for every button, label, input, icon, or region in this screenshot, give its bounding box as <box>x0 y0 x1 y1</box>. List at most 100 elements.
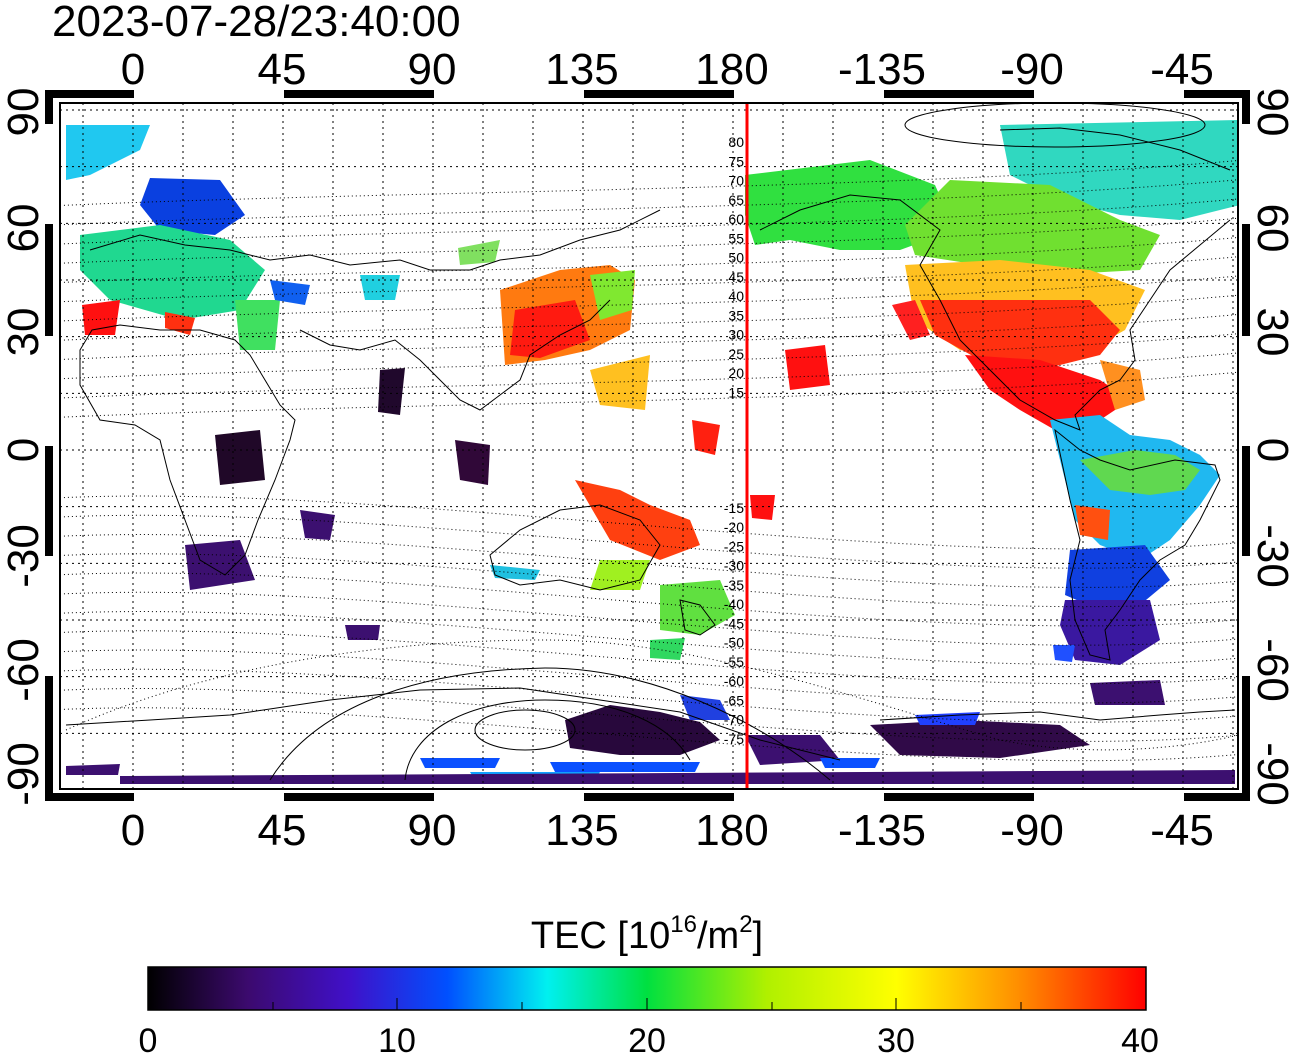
tec-patch <box>360 275 400 300</box>
top-x-tick: 90 <box>408 45 457 94</box>
tec-patch <box>235 300 280 350</box>
tec-patch <box>1060 600 1160 665</box>
tec-patch <box>1100 360 1145 410</box>
mlat-label: 65 <box>728 192 744 208</box>
mlat-label: 70 <box>728 173 744 189</box>
tec-patch <box>510 300 590 358</box>
bottom-x-axis: 0 45 90 135 180 -135 -90 -45 <box>121 806 1214 855</box>
mlat-label: 45 <box>728 269 744 285</box>
mlat-contour-line <box>60 275 1238 322</box>
left-y-tick: 60 <box>0 204 48 253</box>
tec-patch <box>140 178 245 235</box>
mlat-label: 40 <box>728 288 744 304</box>
mlat-contour-line <box>60 572 1238 627</box>
tec-patch <box>66 764 120 775</box>
tec-patch <box>920 300 1120 370</box>
tec-patch <box>565 705 720 755</box>
mlat-label: 80 <box>728 134 744 150</box>
colorbar-tick: 20 <box>628 1022 666 1057</box>
top-x-tick: 135 <box>545 45 618 94</box>
mlat-label: 50 <box>728 250 744 266</box>
right-y-tick: 30 <box>1248 308 1294 357</box>
tec-patch <box>650 638 685 660</box>
map-plot: 80 75 70 65 60 55 50 45 40 35 30 25 20 15 -15 -20 -25 -30… <box>45 90 1250 801</box>
right-y-tick: -30 <box>1248 524 1294 588</box>
mlat-label: -75 <box>724 731 744 747</box>
mlat-label: -15 <box>724 500 744 516</box>
mlat-label: -20 <box>724 519 744 535</box>
left-y-tick: -90 <box>0 742 48 806</box>
mlat-contour-line <box>60 495 1238 550</box>
mlat-label: 75 <box>728 153 744 169</box>
tec-patch <box>378 368 405 415</box>
tec-patch <box>185 540 255 590</box>
tec-patch <box>300 510 335 540</box>
south-mag-contour-3 <box>269 667 831 781</box>
tec-patch <box>1090 680 1165 705</box>
tec-patch <box>66 125 150 180</box>
colorbar: TEC [1016/m2] 0 10 20 30 40 <box>139 911 1159 1057</box>
colorbar-tick: 30 <box>877 1022 915 1057</box>
tec-patch <box>215 430 265 485</box>
tec-patch <box>458 240 500 265</box>
mlat-contour-line <box>60 553 1238 608</box>
mlat-label: -45 <box>724 615 744 631</box>
map-frame <box>59 102 1239 790</box>
south-mag-contour-4 <box>65 639 1238 751</box>
tec-patch <box>750 495 775 520</box>
mlat-contour-line <box>60 707 1238 762</box>
tec-patch <box>820 758 880 768</box>
bottom-x-tick: 45 <box>258 806 307 855</box>
mlat-contour-line <box>60 256 1238 303</box>
tec-patch <box>965 355 1130 430</box>
mlat-contour-line <box>60 668 1238 723</box>
south-mag-contour-1 <box>474 709 576 751</box>
mlat-label: 35 <box>728 307 744 323</box>
tec-patch <box>575 480 700 560</box>
bottom-x-tick: 180 <box>695 806 768 855</box>
tec-data-layer <box>66 120 1238 784</box>
mlat-contour-line <box>60 217 1238 264</box>
left-y-tick: 90 <box>0 88 48 137</box>
mlat-label: -65 <box>724 692 744 708</box>
mlat-contour-line <box>60 534 1238 588</box>
top-x-tick: -45 <box>1150 45 1214 94</box>
mlat-label: 55 <box>728 230 744 246</box>
left-y-axis: 90 60 30 0 -30 -60 -90 <box>0 88 48 806</box>
colorbar-tick: 40 <box>1121 1022 1159 1057</box>
magnetic-latitude-labels: 80 75 70 65 60 55 50 45 40 35 30 25 20 15 -15 -20 -25 -30… <box>724 134 744 747</box>
bottom-x-tick: -45 <box>1150 806 1214 855</box>
mlat-label: -30 <box>724 558 744 574</box>
mlat-contour-line <box>60 294 1238 341</box>
tec-patch <box>590 355 650 410</box>
tec-patch <box>870 720 1090 758</box>
colorbar-tick: 10 <box>378 1022 416 1057</box>
mlat-label: 20 <box>728 365 744 381</box>
mlat-contour-line <box>60 160 1238 206</box>
colorbar-minor-ticks <box>272 998 1022 1010</box>
tec-patch <box>270 280 310 305</box>
south-mag-contour-2 <box>404 699 691 781</box>
right-y-tick: 0 <box>1248 438 1294 462</box>
mlat-label: -40 <box>724 596 744 612</box>
tec-patch <box>660 580 735 635</box>
mlat-contour-line <box>60 237 1238 283</box>
right-y-tick: 60 <box>1248 204 1294 253</box>
bottom-x-tick: -135 <box>838 806 926 855</box>
left-y-tick: -60 <box>0 638 48 702</box>
mlat-label: 30 <box>728 327 744 343</box>
tec-patch <box>120 770 1235 784</box>
north-mag-contour-1 <box>904 103 1206 148</box>
tec-patch <box>1065 545 1170 610</box>
timestamp-title: 2023-07-28/23:40:00 <box>52 0 461 46</box>
tec-patch <box>82 300 120 335</box>
mlat-label: -55 <box>724 654 744 670</box>
tec-patch <box>1075 505 1110 540</box>
top-x-tick: 180 <box>695 45 768 94</box>
tec-patch <box>745 160 955 250</box>
colorbar-title: TEC [1016/m2] <box>531 911 763 957</box>
right-y-tick: 90 <box>1248 88 1294 137</box>
frame-tick-gaps <box>45 90 1250 801</box>
mlat-contour-line <box>60 371 1238 418</box>
